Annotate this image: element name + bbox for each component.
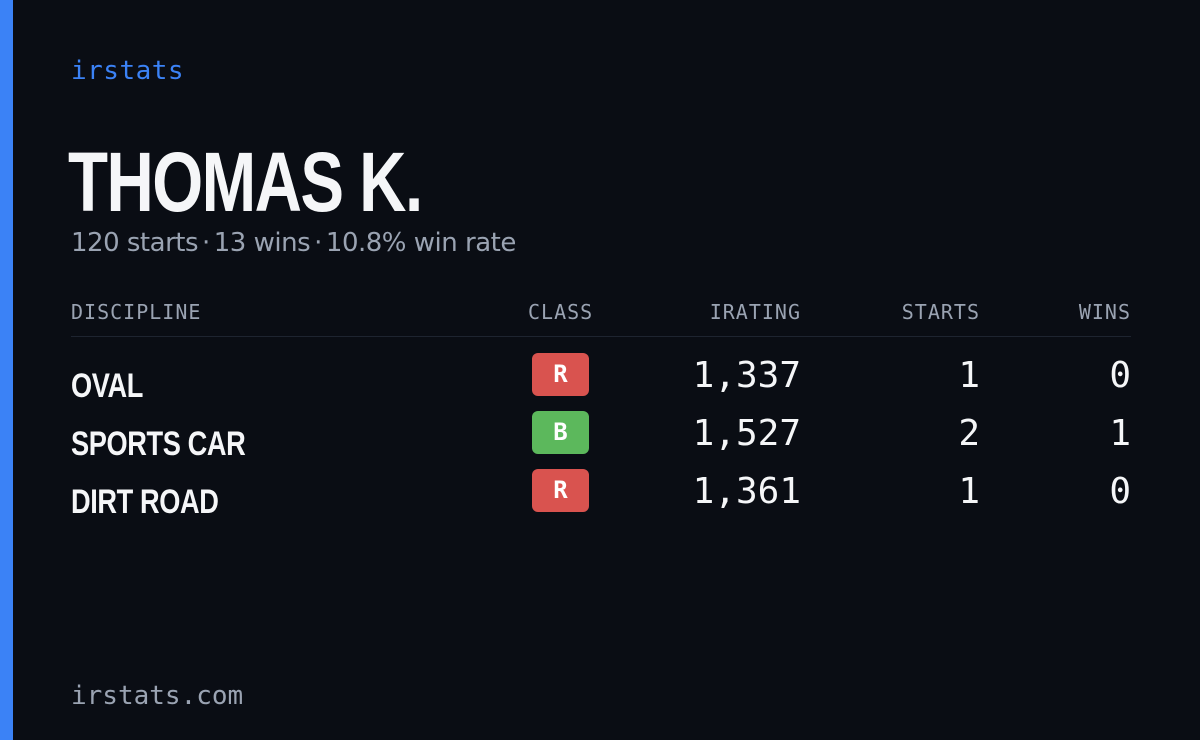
player-summary: 120 starts · 13 wins · 10.8% win rate	[71, 228, 516, 258]
irating-value: 1,337	[692, 355, 801, 396]
table-body: OVAL R 1,337 1 0 SPORTS CAR B 1,527 2 1 …	[71, 337, 1131, 527]
class-badge: R	[532, 469, 589, 512]
discipline-name: SPORTS CAR	[71, 425, 246, 463]
separator: ·	[202, 228, 210, 258]
stats-table: DISCIPLINE CLASS IRATING STARTS WINS OVA…	[71, 298, 1131, 527]
win-rate-summary: 10.8% win rate	[325, 228, 516, 258]
table-row: OVAL R 1,337 1 0	[71, 353, 1131, 411]
table-header: DISCIPLINE CLASS IRATING STARTS WINS	[71, 298, 1131, 337]
footer-url: irstats.com	[71, 681, 244, 711]
column-header-wins: WINS	[1078, 300, 1131, 324]
wins-value: 1	[1109, 413, 1131, 454]
table-row: DIRT ROAD R 1,361 1 0	[71, 469, 1131, 527]
class-badge: R	[532, 353, 589, 396]
starts-value: 1	[958, 355, 980, 396]
column-header-starts: STARTS	[901, 300, 980, 324]
column-header-irating: IRATING	[709, 300, 801, 324]
irating-value: 1,527	[692, 413, 801, 454]
starts-value: 1	[958, 471, 980, 512]
wins-value: 0	[1109, 471, 1131, 512]
wins-summary: 13 wins	[213, 228, 311, 258]
discipline-name: DIRT ROAD	[71, 483, 219, 521]
discipline-name: OVAL	[71, 367, 143, 405]
brand-logo: irstats	[71, 56, 185, 86]
class-badge: B	[532, 411, 589, 454]
table-row: SPORTS CAR B 1,527 2 1	[71, 411, 1131, 469]
column-header-class: CLASS	[528, 300, 594, 324]
separator: ·	[314, 228, 322, 258]
accent-bar	[0, 0, 13, 740]
irating-value: 1,361	[692, 471, 801, 512]
starts-summary: 120 starts	[71, 228, 199, 258]
player-name: THOMAS K.	[68, 135, 423, 229]
wins-value: 0	[1109, 355, 1131, 396]
starts-value: 2	[958, 413, 980, 454]
column-header-discipline: DISCIPLINE	[71, 300, 202, 324]
